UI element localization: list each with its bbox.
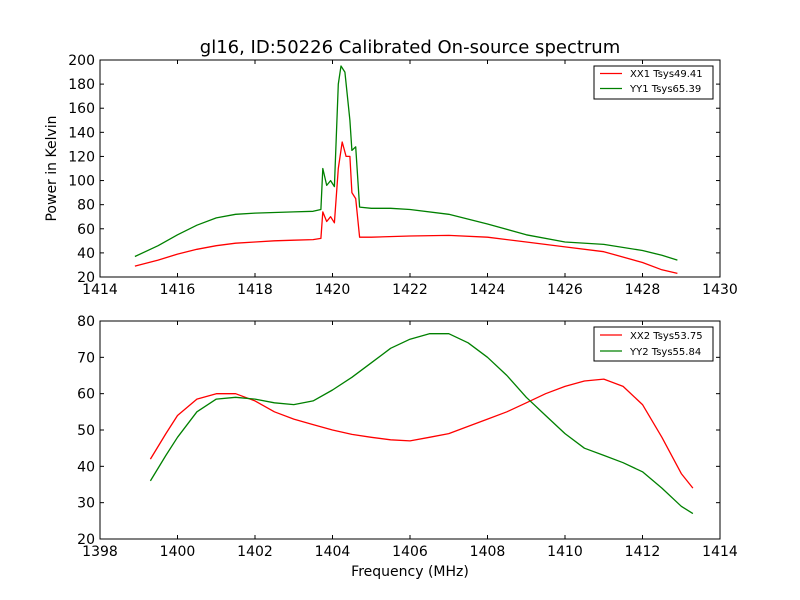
x-tick-label: 1414: [702, 544, 738, 560]
top-plot-frame: [99, 59, 721, 278]
x-tick-label: 1408: [470, 544, 506, 560]
y-tick-label: 100: [68, 174, 95, 190]
x-tick-label: 1426: [547, 282, 583, 298]
series-line-xx2: [149, 378, 694, 489]
top-legend: XX1 Tsys49.41 YY1 Tsys65.39: [593, 65, 714, 100]
y-tick-label: 140: [68, 125, 95, 141]
y-tick-label: 50: [77, 423, 95, 439]
y-tick-label: 60: [77, 222, 95, 238]
x-tick-label: 1422: [392, 282, 428, 298]
bottom-axis-ticks: 1398 1400 1402 1404 1406 1408 1410 1412 1414 20 30…: [77, 314, 738, 560]
y-tick-label: 200: [68, 53, 95, 69]
legend-label-yy2: YY2 Tsys55.84: [629, 347, 701, 358]
x-tick-label: 1430: [702, 282, 738, 298]
legend-box: [593, 65, 714, 100]
x-tick-label: 1414: [82, 282, 118, 298]
top-axis-ticks: 1414 1416 1418 1420 1422 1424 1426 1428 1430 20 40…: [68, 53, 738, 298]
x-tick-label: 1402: [237, 544, 273, 560]
y-tick-label: 20: [77, 532, 95, 548]
top-panel: gl16, ID:50226 Calibrated On-source spec…: [44, 37, 738, 298]
x-tick-label: 1406: [392, 544, 428, 560]
x-tick-label: 1404: [315, 544, 351, 560]
y-tick-label: 80: [77, 198, 95, 214]
x-tick-label: 1412: [625, 544, 661, 560]
bottom-panel: 1398 1400 1402 1404 1406 1408 1410 1412 1414 20 30…: [77, 314, 738, 580]
y-tick-label: 60: [77, 387, 95, 403]
y-tick-label: 20: [77, 270, 95, 286]
series-line-yy2: [149, 333, 694, 515]
x-tick-label: 1416: [160, 282, 196, 298]
legend-label-xx2: XX2 Tsys53.75: [630, 331, 703, 342]
y-tick-label: 30: [77, 496, 95, 512]
x-tick-label: 1418: [237, 282, 273, 298]
y-tick-label: 70: [77, 350, 95, 366]
chart-title: gl16, ID:50226 Calibrated On-source spec…: [200, 37, 620, 58]
series-line-yy1: [134, 65, 678, 261]
bottom-legend: XX2 Tsys53.75 YY2 Tsys55.84: [593, 326, 714, 362]
legend-label-yy1: YY1 Tsys65.39: [629, 84, 701, 95]
legend-label-xx1: XX1 Tsys49.41: [630, 69, 703, 80]
y-tick-label: 180: [68, 77, 95, 93]
bottom-series-group: [149, 333, 694, 515]
bottom-plot-frame: [99, 320, 721, 540]
x-tick-label: 1410: [547, 544, 583, 560]
y-tick-label: 40: [77, 246, 95, 262]
legend-box: [593, 326, 714, 362]
y-tick-label: 160: [68, 101, 95, 117]
x-tick-label: 1424: [470, 282, 506, 298]
y-tick-label: 40: [77, 459, 95, 475]
x-tick-label: 1420: [315, 282, 351, 298]
x-axis-label: Frequency (MHz): [351, 564, 469, 580]
x-tick-label: 1400: [160, 544, 196, 560]
y-axis-label: Power in Kelvin: [44, 115, 60, 221]
top-series-group: [134, 65, 678, 275]
x-tick-label: 1398: [82, 544, 118, 560]
y-tick-label: 120: [68, 149, 95, 165]
y-tick-label: 80: [77, 314, 95, 330]
x-tick-label: 1428: [625, 282, 661, 298]
series-line-xx1: [134, 141, 678, 275]
